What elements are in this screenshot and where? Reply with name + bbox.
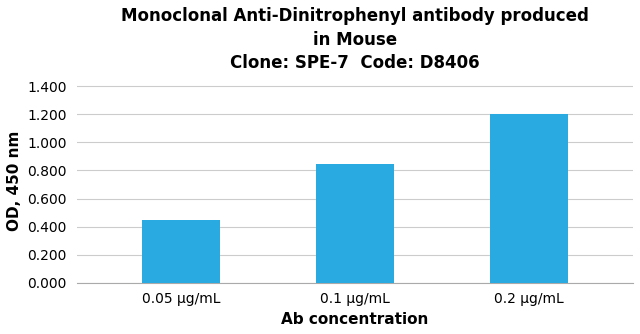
Bar (316, 164, 394, 283)
Title: Monoclonal Anti-Dinitrophenyl antibody produced
in Mouse
Clone: SPE-7  Code: D84: Monoclonal Anti-Dinitrophenyl antibody p… (121, 7, 589, 72)
X-axis label: Ab concentration: Ab concentration (281, 312, 429, 327)
Bar (142, 220, 220, 283)
Bar (490, 114, 568, 283)
Y-axis label: OD, 450 nm: OD, 450 nm (7, 131, 22, 231)
